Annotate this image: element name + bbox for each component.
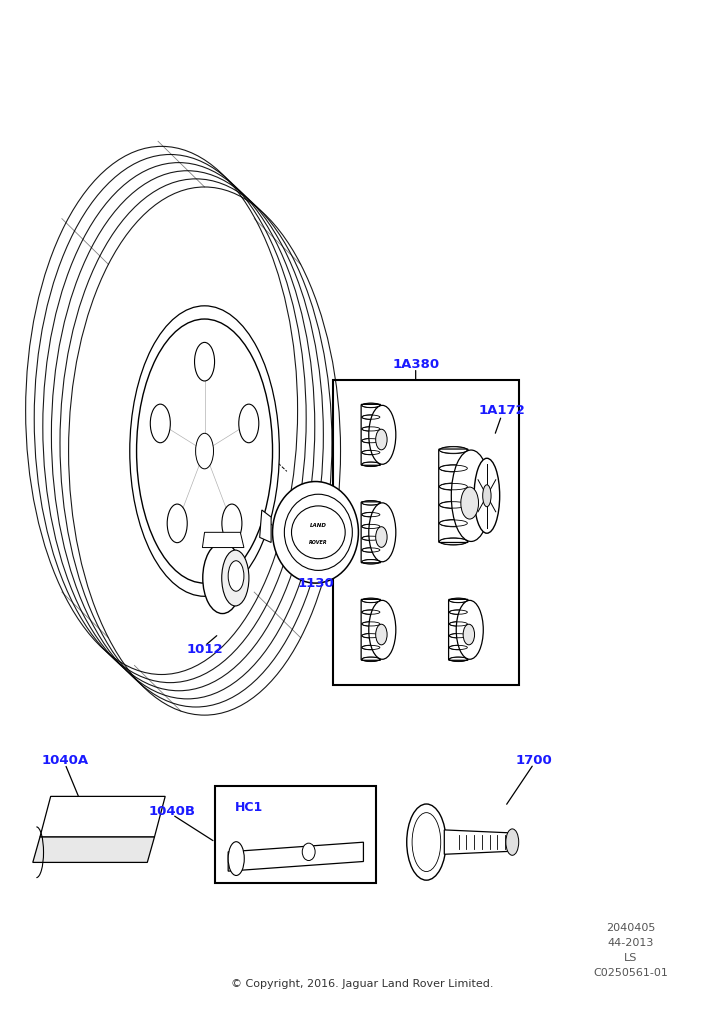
Ellipse shape [483, 484, 491, 507]
Ellipse shape [302, 843, 315, 860]
Ellipse shape [272, 481, 358, 583]
Ellipse shape [239, 404, 258, 442]
Bar [215, 786, 376, 883]
Polygon shape [260, 510, 271, 543]
Text: © Copyright, 2016. Jaguar Land Rover Limited.: © Copyright, 2016. Jaguar Land Rover Lim… [231, 979, 493, 989]
Ellipse shape [292, 506, 345, 559]
Text: 1A380: 1A380 [392, 358, 439, 372]
Polygon shape [33, 837, 154, 862]
Ellipse shape [137, 319, 272, 583]
Ellipse shape [195, 342, 214, 381]
Text: ROVER: ROVER [309, 540, 328, 545]
Ellipse shape [369, 503, 396, 562]
Ellipse shape [195, 433, 214, 469]
Ellipse shape [369, 600, 396, 659]
Ellipse shape [463, 625, 474, 645]
Bar [333, 380, 519, 685]
Ellipse shape [376, 429, 387, 450]
Ellipse shape [369, 406, 396, 464]
Polygon shape [203, 532, 244, 548]
FancyBboxPatch shape [449, 599, 468, 660]
Text: HC1: HC1 [235, 801, 263, 814]
Polygon shape [445, 829, 513, 854]
Ellipse shape [474, 459, 500, 534]
Ellipse shape [456, 600, 484, 659]
Text: LAND: LAND [310, 522, 327, 527]
Ellipse shape [376, 625, 387, 645]
Ellipse shape [222, 550, 249, 606]
Ellipse shape [228, 842, 244, 876]
Text: 1130: 1130 [297, 577, 334, 590]
Ellipse shape [506, 828, 518, 855]
Ellipse shape [203, 543, 242, 613]
Polygon shape [228, 842, 363, 871]
Ellipse shape [167, 504, 188, 543]
Ellipse shape [461, 487, 479, 519]
Ellipse shape [376, 526, 387, 548]
Text: 1012: 1012 [186, 643, 223, 655]
Text: 2040405
44-2013
LS
C0250561-01: 2040405 44-2013 LS C0250561-01 [593, 924, 668, 978]
Text: 1040A: 1040A [41, 755, 88, 767]
Text: 1A172: 1A172 [478, 403, 525, 417]
FancyBboxPatch shape [361, 404, 381, 465]
FancyBboxPatch shape [439, 450, 468, 543]
Polygon shape [40, 797, 165, 837]
Text: 1700: 1700 [515, 755, 552, 767]
FancyBboxPatch shape [361, 502, 381, 563]
Text: 1040B: 1040B [149, 805, 196, 818]
Ellipse shape [407, 804, 446, 881]
Ellipse shape [130, 306, 279, 596]
Ellipse shape [222, 504, 242, 543]
Ellipse shape [228, 561, 244, 591]
Ellipse shape [451, 450, 491, 542]
FancyBboxPatch shape [361, 599, 381, 660]
Ellipse shape [151, 404, 170, 442]
